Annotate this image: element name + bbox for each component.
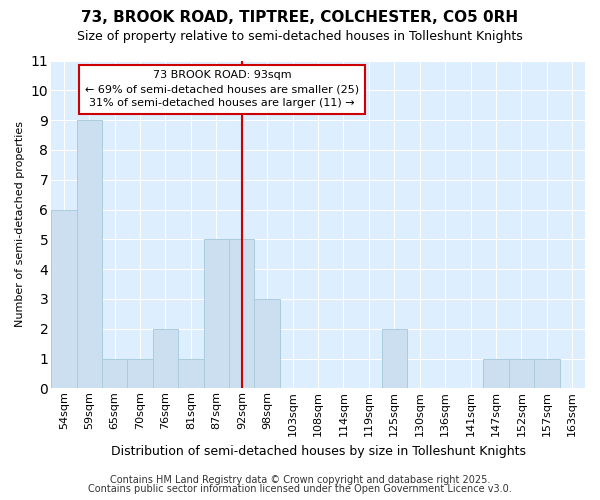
Bar [127, 358, 153, 388]
Bar [102, 358, 127, 388]
Bar [509, 358, 534, 388]
Bar [382, 329, 407, 388]
Bar [178, 358, 203, 388]
Bar [51, 210, 77, 388]
Bar [534, 358, 560, 388]
Text: 73 BROOK ROAD: 93sqm
← 69% of semi-detached houses are smaller (25)
31% of semi-: 73 BROOK ROAD: 93sqm ← 69% of semi-detac… [85, 70, 359, 108]
Text: Size of property relative to semi-detached houses in Tolleshunt Knights: Size of property relative to semi-detach… [77, 30, 523, 43]
Bar [484, 358, 509, 388]
Text: 73, BROOK ROAD, TIPTREE, COLCHESTER, CO5 0RH: 73, BROOK ROAD, TIPTREE, COLCHESTER, CO5… [82, 10, 518, 25]
Bar [77, 120, 102, 388]
Text: Contains public sector information licensed under the Open Government Licence v3: Contains public sector information licen… [88, 484, 512, 494]
Bar [203, 240, 229, 388]
Bar [229, 240, 254, 388]
Text: Contains HM Land Registry data © Crown copyright and database right 2025.: Contains HM Land Registry data © Crown c… [110, 475, 490, 485]
Bar [254, 299, 280, 388]
Y-axis label: Number of semi-detached properties: Number of semi-detached properties [15, 122, 25, 328]
X-axis label: Distribution of semi-detached houses by size in Tolleshunt Knights: Distribution of semi-detached houses by … [110, 444, 526, 458]
Bar [153, 329, 178, 388]
